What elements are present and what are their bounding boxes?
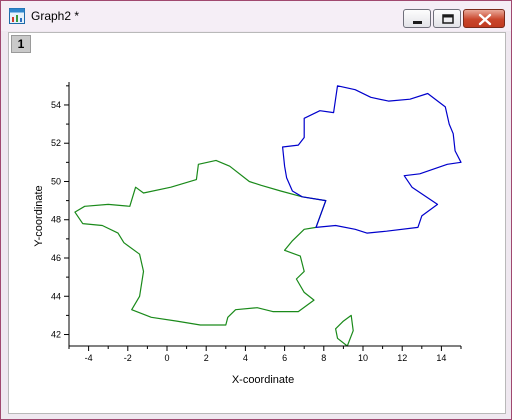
x-tick-label: -2: [124, 353, 132, 363]
close-button[interactable]: [463, 9, 505, 28]
maximize-icon: [442, 14, 454, 24]
y-axis-title: Y-coordinate: [33, 185, 45, 246]
layer-tab[interactable]: 1: [11, 35, 31, 53]
map-region-outline: [335, 314, 354, 347]
close-icon: [478, 13, 492, 26]
title-bar[interactable]: Graph2 *: [1, 1, 511, 31]
map-region-outline: [282, 85, 462, 234]
x-tick-label: -4: [85, 353, 93, 363]
y-tick-label: 52: [51, 138, 61, 148]
y-tick-label: 48: [51, 215, 61, 225]
map-region-outline: [74, 159, 327, 326]
x-tick-label: 4: [243, 353, 248, 363]
y-tick-label: 42: [51, 330, 61, 340]
graph-page[interactable]: 1 -4 -2 0 2 4 6 8 10 12 14 42 44 46 48 50 52 54 X-coordin…: [8, 32, 506, 414]
window-title: Graph2 *: [31, 9, 80, 23]
map-plot[interactable]: -4 -2 0 2 4 6 8 10 12 1442444648505254X-coordinat…: [9, 33, 505, 413]
maximize-button[interactable]: [433, 9, 461, 28]
y-tick-label: 54: [51, 100, 61, 110]
x-tick-label: 10: [358, 353, 368, 363]
graph-window-icon[interactable]: [9, 8, 25, 24]
y-tick-label: 46: [51, 253, 61, 263]
x-axis-title: X-coordinate: [232, 374, 294, 386]
x-tick-label: 12: [397, 353, 407, 363]
x-tick-label: 0: [164, 353, 169, 363]
y-tick-label: 44: [51, 291, 61, 301]
x-tick-label: 8: [321, 353, 326, 363]
minimize-icon: [413, 21, 422, 24]
x-tick-label: 14: [436, 353, 446, 363]
y-tick-label: 50: [51, 176, 61, 186]
x-tick-label: 6: [282, 353, 287, 363]
minimize-button[interactable]: [403, 9, 431, 28]
x-tick-label: 2: [204, 353, 209, 363]
